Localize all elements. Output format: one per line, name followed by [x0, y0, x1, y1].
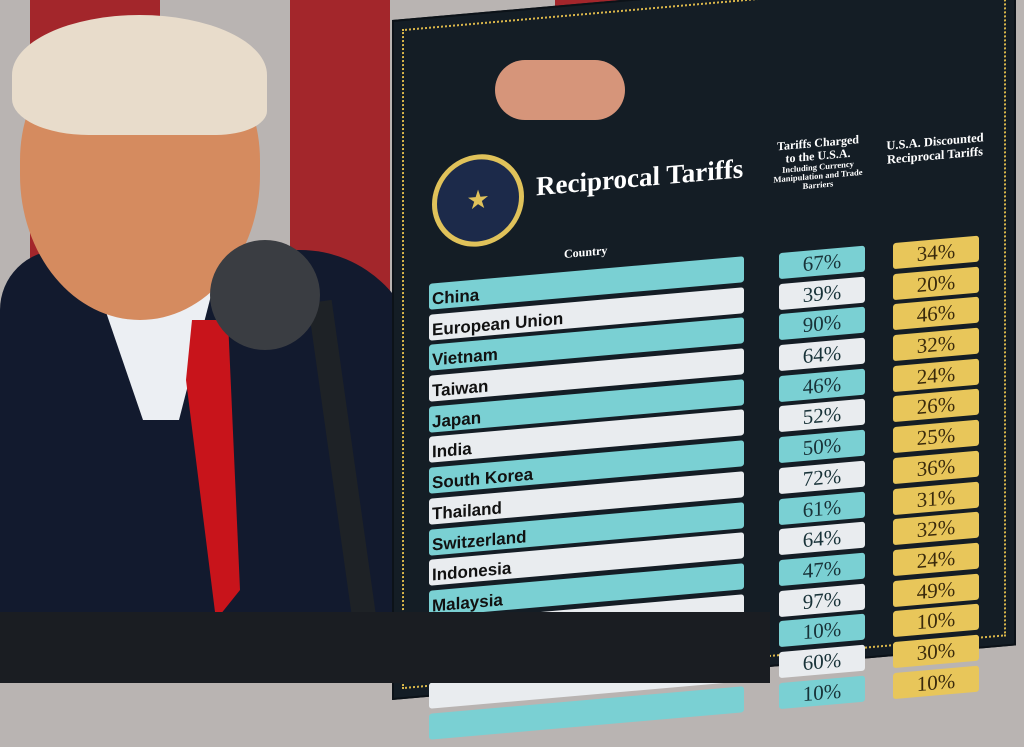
- charged-value: 10%: [779, 613, 865, 648]
- discounted-value: 10%: [893, 665, 979, 699]
- charged-value: 64%: [779, 337, 865, 372]
- hand: [495, 60, 625, 120]
- charged-value: 72%: [779, 460, 865, 494]
- microphone-icon: [210, 240, 320, 350]
- country-header: Country: [564, 243, 608, 261]
- discounted-value: 36%: [893, 450, 979, 484]
- charged-value: 39%: [779, 276, 865, 310]
- discounted-value: 10%: [893, 603, 979, 638]
- discounted-value: 32%: [893, 327, 979, 362]
- discounted-value: 26%: [893, 389, 979, 423]
- charged-value: 50%: [779, 429, 865, 464]
- charged-value: 10%: [779, 675, 865, 709]
- charged-value: 97%: [779, 583, 865, 617]
- discounted-value: 49%: [893, 573, 979, 607]
- tariff-board: ★ Reciprocal Tariffs Country Tariffs Cha…: [392, 0, 1016, 740]
- charged-header: Tariffs Charged to the U.S.A. Including C…: [772, 132, 864, 194]
- presidential-seal-icon: ★: [432, 150, 524, 251]
- charged-value: 52%: [779, 399, 865, 433]
- discounted-value: 20%: [893, 266, 979, 300]
- charged-value: 46%: [779, 368, 865, 402]
- discounted-value: 46%: [893, 297, 979, 331]
- board-title: Reciprocal Tariffs: [536, 153, 744, 202]
- charged-value: 61%: [779, 491, 865, 525]
- discounted-header: U.S.A. Discounted Reciprocal Tariffs: [886, 130, 984, 167]
- speaker-hair: [12, 15, 267, 135]
- discounted-value: 34%: [893, 235, 979, 270]
- charged-value: 47%: [779, 552, 865, 587]
- discounted-value: 24%: [893, 542, 979, 577]
- charged-value: 67%: [779, 245, 865, 280]
- discounted-value: 31%: [893, 481, 979, 515]
- charged-subheader: Including Currency Manipulation and Trad…: [773, 158, 863, 192]
- podium: [0, 612, 770, 683]
- discounted-value: 25%: [893, 419, 979, 454]
- charged-value: 64%: [779, 521, 865, 556]
- discounted-value: 30%: [893, 634, 979, 669]
- charged-value: 60%: [779, 644, 865, 679]
- charged-value: 90%: [779, 306, 865, 341]
- discounted-value: 32%: [893, 511, 979, 546]
- discounted-value: 24%: [893, 358, 979, 392]
